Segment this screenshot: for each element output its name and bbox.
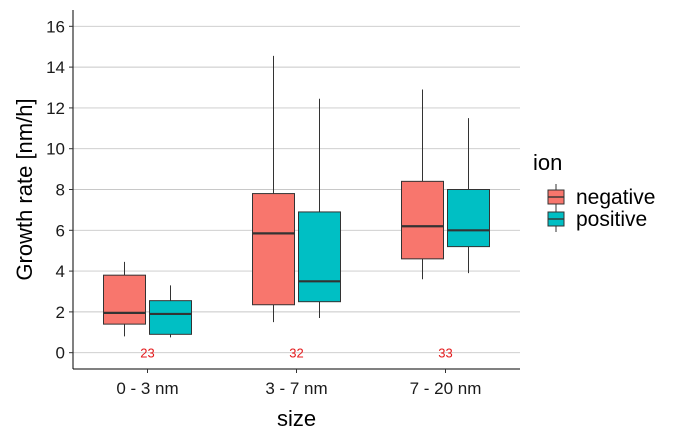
iqr-box xyxy=(298,211,341,303)
box-positive-2 xyxy=(298,98,341,319)
iqr-box xyxy=(149,300,192,335)
box-negative-3 xyxy=(401,89,444,280)
x-tick-label: 0 - 3 nm xyxy=(116,379,178,398)
y-tick-label: 16 xyxy=(46,17,65,36)
y-tick-label: 8 xyxy=(56,181,65,200)
x-tick-label: 3 - 7 nm xyxy=(265,379,327,398)
y-tick-label: 4 xyxy=(56,262,65,281)
x-axis-title: size xyxy=(277,406,316,431)
legend-item-positive: positive xyxy=(547,206,647,232)
legend-label: positive xyxy=(576,208,647,231)
legend-title: ion xyxy=(533,150,562,175)
iqr-box xyxy=(447,189,490,248)
y-tick-label: 10 xyxy=(46,140,65,159)
legend-label: negative xyxy=(576,186,655,209)
count-label: 23 xyxy=(140,346,154,361)
box-negative-1 xyxy=(103,261,146,337)
grid-lines xyxy=(73,25,520,354)
box-positive-1 xyxy=(149,285,192,338)
iqr-box xyxy=(252,193,295,306)
legend-item-negative: negative xyxy=(547,184,655,210)
y-axis-title: Growth rate [nm/h] xyxy=(12,98,37,280)
box-negative-2 xyxy=(252,55,295,323)
count-label: 33 xyxy=(438,346,452,361)
axes: 0 2 4 6 8 10 12 14 16 0 - 3 nm 3 - 7 nm 7 - 20 nm xyxy=(46,10,520,398)
box-positive-3 xyxy=(447,118,490,274)
y-tick-label: 0 xyxy=(56,344,65,363)
iqr-box xyxy=(103,274,146,325)
y-tick-label: 6 xyxy=(56,221,65,240)
count-labels: 23 32 33 xyxy=(140,346,452,361)
count-label: 32 xyxy=(289,346,303,361)
y-tick-label: 14 xyxy=(46,58,65,77)
y-tick-label: 2 xyxy=(56,303,65,322)
box-layer xyxy=(103,55,490,338)
iqr-box xyxy=(401,180,444,260)
y-tick-label: 12 xyxy=(46,99,65,118)
x-tick-label: 7 - 20 nm xyxy=(410,379,482,398)
